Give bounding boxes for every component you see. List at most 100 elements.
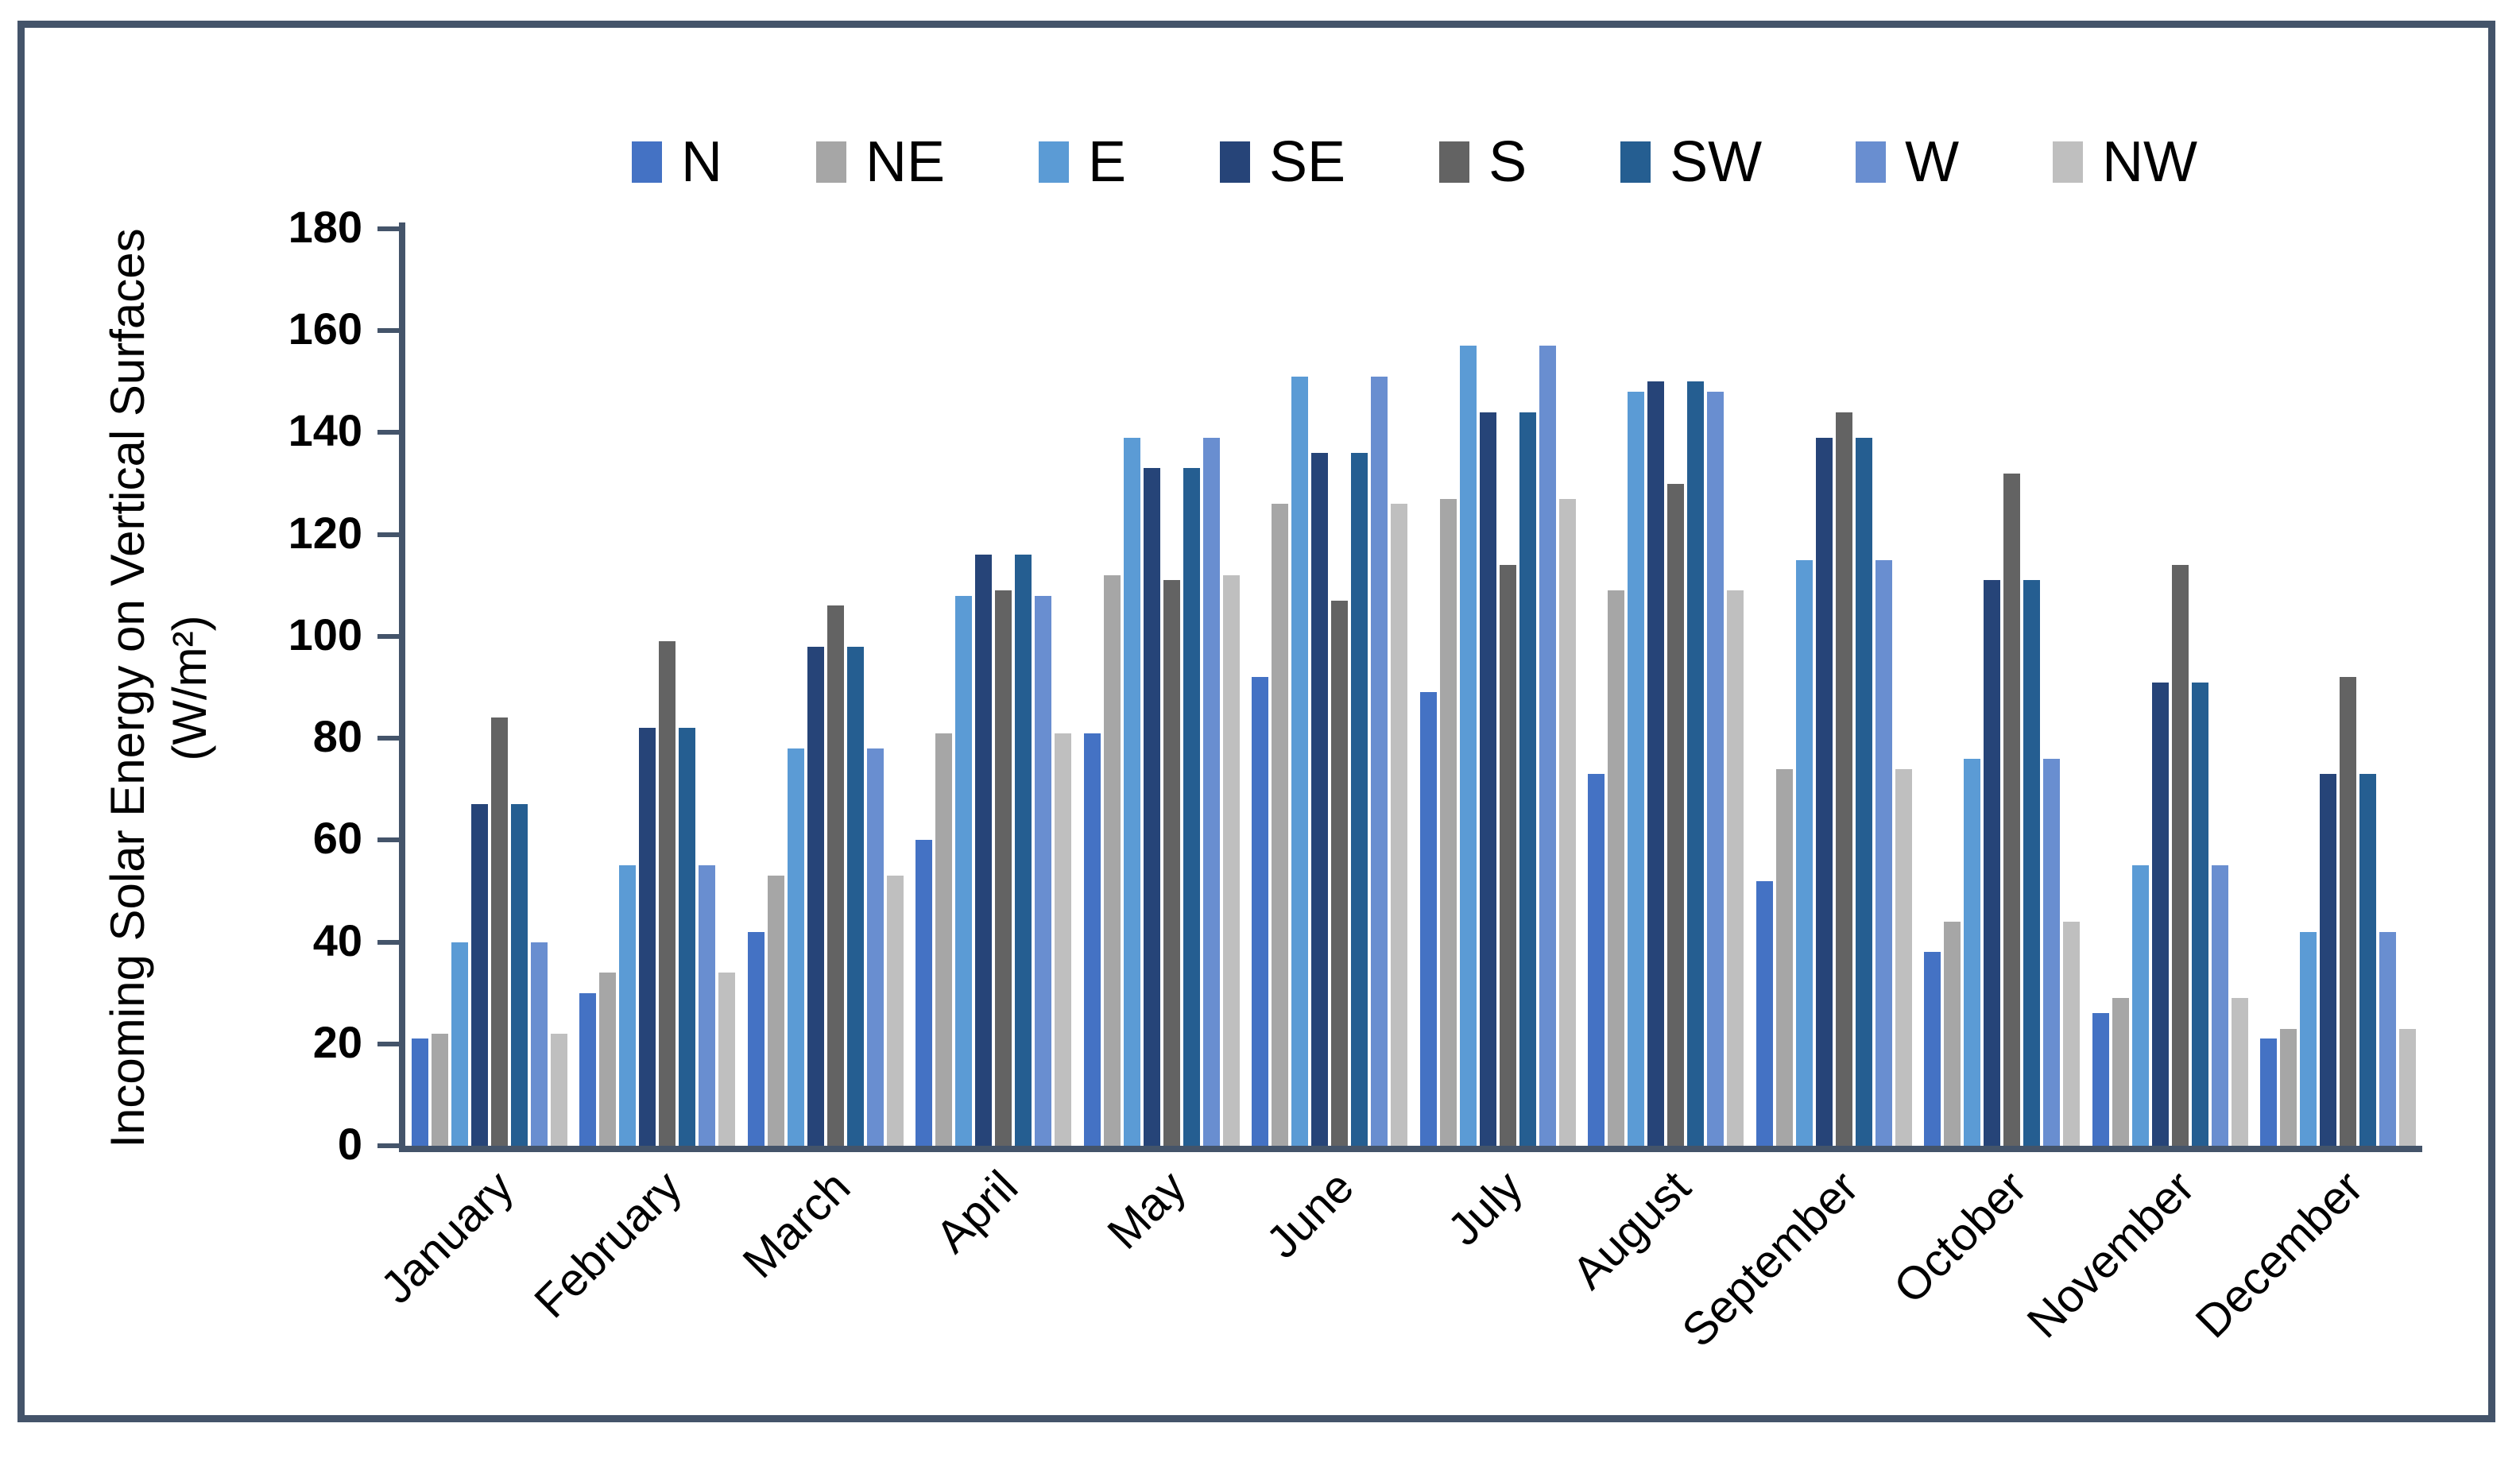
bar-S <box>2340 677 2357 1146</box>
chart-frame <box>17 21 2495 1422</box>
y-tick-label: 160 <box>288 303 362 354</box>
legend-item-E: E <box>1039 133 1126 191</box>
bar-SE <box>975 555 993 1146</box>
bar-N <box>1755 880 1773 1146</box>
bar-E <box>1964 758 1981 1146</box>
bar-S <box>1835 412 1852 1146</box>
legend-item-NE: NE <box>815 133 945 191</box>
bar-W <box>1539 346 1556 1146</box>
bar-N <box>1252 677 1269 1146</box>
bar-NE <box>1272 504 1289 1146</box>
bar-SE <box>1815 437 1833 1146</box>
bar-W <box>1035 595 1052 1146</box>
bar-W <box>2211 865 2228 1146</box>
month-group <box>1582 229 1751 1146</box>
month-group <box>1078 229 1246 1146</box>
bar-NE <box>2112 998 2129 1146</box>
bar-NW <box>1391 504 1408 1146</box>
y-axis-title-line1: Incoming Solar Energy on Vertical Surfac… <box>101 228 154 1148</box>
bar-S <box>826 605 844 1146</box>
bar-N <box>915 840 933 1146</box>
bar-SE <box>2151 682 2169 1146</box>
bar-N <box>1924 952 1941 1146</box>
bar-SW <box>1687 381 1705 1146</box>
y-tick-label: 180 <box>288 201 362 252</box>
bar-W <box>2379 931 2397 1146</box>
bar-NE <box>1103 574 1121 1146</box>
month-group <box>1414 229 1582 1146</box>
bar-E <box>1628 392 1645 1146</box>
bar-SW <box>1855 437 1872 1146</box>
legend-item-W: W <box>1856 133 1959 191</box>
bar-SE <box>470 804 488 1146</box>
bars-layer <box>405 229 2422 1146</box>
y-tick-mark <box>377 1041 399 1046</box>
bar-E <box>1123 437 1140 1146</box>
bar-SE <box>1647 381 1665 1146</box>
bar-E <box>619 865 637 1146</box>
bar-NW <box>1055 733 1072 1146</box>
legend-item-label: NW <box>2102 130 2198 194</box>
bar-W <box>866 748 884 1146</box>
bar-E <box>955 595 973 1146</box>
bar-N <box>1588 774 1605 1146</box>
bar-N <box>2092 1013 2109 1146</box>
bar-S <box>490 717 508 1146</box>
y-tick-label: 100 <box>288 609 362 659</box>
bar-E <box>787 748 804 1146</box>
bar-SE <box>639 728 656 1146</box>
bar-S <box>1163 580 1180 1146</box>
bar-NE <box>599 973 617 1146</box>
bar-NE <box>1944 921 1961 1146</box>
legend-color-swatch <box>1439 141 1470 183</box>
y-tick-label: 40 <box>312 915 362 965</box>
bar-E <box>451 942 468 1146</box>
bar-NW <box>718 973 736 1146</box>
bar-E <box>2131 865 2149 1146</box>
month-group <box>574 229 742 1146</box>
legend-item-label: W <box>1905 130 1960 194</box>
y-tick-label: 80 <box>312 710 362 761</box>
legend-item-label: SE <box>1269 130 1346 194</box>
bar-NW <box>1727 590 1744 1146</box>
legend-color-swatch <box>2053 141 2084 183</box>
bar-SW <box>2191 682 2208 1146</box>
bar-W <box>1875 559 1892 1146</box>
bar-SW <box>510 804 528 1146</box>
legend-color-swatch <box>1220 141 1251 183</box>
bar-N <box>411 1038 428 1146</box>
bar-E <box>2300 931 2317 1146</box>
legend-item-label: SW <box>1670 130 1763 194</box>
month-group <box>1918 229 2087 1146</box>
bar-NE <box>2280 1028 2297 1146</box>
bar-S <box>995 590 1012 1146</box>
bar-N <box>1083 733 1101 1146</box>
legend-color-swatch <box>1620 141 1651 183</box>
legend-item-label: S <box>1488 130 1527 194</box>
y-tick-label: 60 <box>312 813 362 864</box>
legend-color-swatch <box>815 141 846 183</box>
month-group <box>2255 229 2423 1146</box>
y-tick-mark <box>377 1143 399 1148</box>
bar-SW <box>1183 468 1200 1146</box>
bar-SW <box>679 728 696 1146</box>
x-axis-line <box>399 1146 2422 1152</box>
bar-SE <box>1984 580 2001 1146</box>
bar-W <box>2043 758 2061 1146</box>
month-group <box>1246 229 1415 1146</box>
bar-SW <box>1519 412 1536 1146</box>
bar-SE <box>807 646 824 1146</box>
bar-N <box>2260 1038 2278 1146</box>
bar-N <box>579 992 597 1146</box>
y-tick-label: 0 <box>337 1118 362 1169</box>
bar-SE <box>1311 453 1329 1146</box>
legend-item-SE: SE <box>1220 133 1345 191</box>
legend-item-N: N <box>631 133 722 191</box>
month-group <box>2086 229 2255 1146</box>
y-tick-mark <box>377 328 399 334</box>
legend-item-SW: SW <box>1620 133 1762 191</box>
bar-W <box>699 865 716 1146</box>
legend-color-swatch <box>1039 141 1069 183</box>
bar-NW <box>2231 998 2248 1146</box>
